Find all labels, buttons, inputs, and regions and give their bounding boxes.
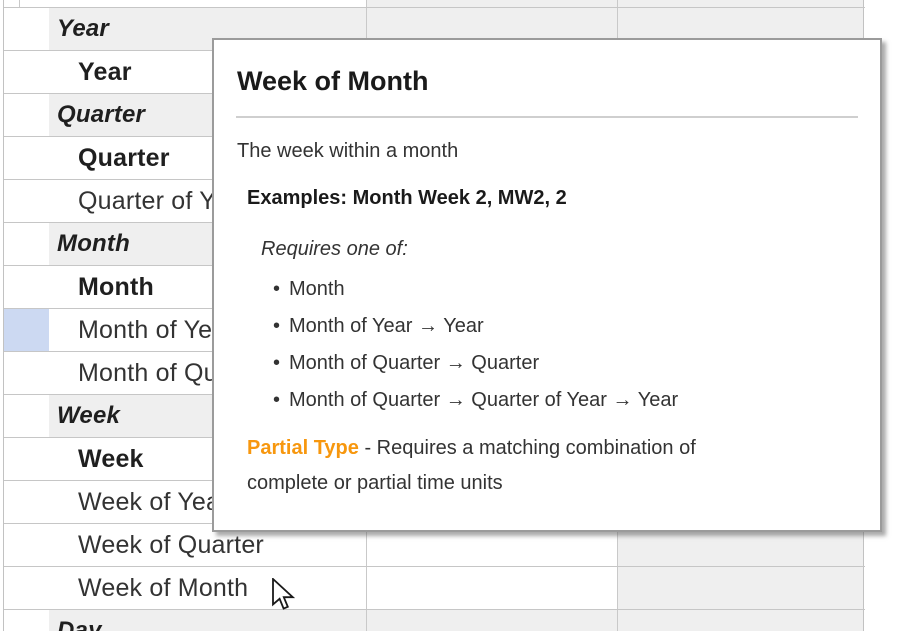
item-label: Month	[78, 272, 154, 301]
row-group-day[interactable]: Day	[4, 610, 865, 631]
tooltip-title: Week of Month	[237, 66, 429, 96]
tooltip-examples: Examples: Month Week 2, MW2, 2	[247, 187, 567, 209]
requirement-item: Month of Quarter → Quarter	[273, 345, 858, 382]
value-cell	[366, 610, 617, 631]
requirement-item: Month of Quarter → Quarter of Year → Yea…	[273, 382, 858, 419]
label-cell: Week	[49, 438, 366, 480]
label-cell	[49, 0, 366, 7]
item-label: Year	[78, 57, 132, 86]
indicator-cell	[4, 524, 49, 566]
label-cell: Week of Year	[49, 481, 366, 523]
value-cell	[366, 567, 617, 609]
indicator-cell	[4, 180, 49, 222]
row-group-year[interactable]: Year	[4, 8, 865, 51]
requirement-item: Month	[273, 271, 858, 308]
label-cell: Year	[49, 51, 366, 93]
tooltip-divider	[236, 116, 858, 118]
item-label: Week	[78, 444, 144, 473]
tooltip-requirements-list: Month Month of Year → Year Month of Quar…	[273, 271, 858, 419]
extra-cell	[617, 567, 864, 609]
label-cell: Week of Month	[49, 567, 366, 609]
indicator-cell	[4, 610, 49, 631]
tooltip-description: The week within a month	[237, 140, 459, 162]
tooltip-partial-type-note: Partial Type - Requires a matching combi…	[247, 431, 772, 501]
row-item-week-of-month[interactable]: Week of Month	[4, 567, 865, 610]
partial-type-label: Partial Type	[247, 437, 359, 459]
label-cell: Week of Quarter	[49, 524, 366, 566]
partial-type-text: - Requires a matching combination of com…	[247, 437, 696, 494]
group-label: Day	[57, 617, 102, 631]
label-cell: Quarter	[49, 137, 366, 179]
indicator-cell	[4, 8, 49, 50]
cell-divider	[19, 0, 20, 7]
item-label: Month of Year	[78, 315, 235, 344]
item-label: Week of Year	[78, 487, 229, 516]
label-cell: Day	[49, 610, 366, 631]
group-label: Year	[57, 15, 109, 42]
group-label: Week	[57, 402, 121, 429]
label-cell: Month of Year	[49, 309, 366, 351]
extra-cell	[617, 610, 864, 631]
item-label: Week of Month	[78, 573, 249, 602]
table-row-partial-top	[4, 0, 865, 8]
indicator-cell	[4, 94, 49, 136]
requirement-item: Month of Year → Year	[273, 308, 858, 345]
item-label: Quarter	[78, 143, 170, 172]
indicator-cell	[4, 395, 49, 437]
indicator-cell	[4, 438, 49, 480]
value-cell	[366, 524, 617, 566]
indicator-cell	[4, 266, 49, 308]
indicator-cell	[4, 481, 49, 523]
indicator-cell	[4, 51, 49, 93]
indicator-cell	[4, 567, 49, 609]
group-label: Quarter	[57, 101, 146, 128]
week-of-month-tooltip: Week of Month The week within a month Ex…	[212, 38, 882, 532]
indicator-cell	[4, 0, 49, 7]
mouse-cursor-icon	[272, 578, 296, 610]
indicator-cell	[4, 137, 49, 179]
group-label: Month	[57, 230, 130, 257]
item-label: Week of Quarter	[78, 530, 264, 559]
label-cell: Month	[49, 266, 366, 308]
indicator-cell	[4, 352, 49, 394]
selection-indicator-cell	[4, 309, 49, 351]
extra-cell	[617, 0, 864, 7]
value-cell	[366, 0, 617, 7]
tooltip-requires-label: Requires one of:	[261, 238, 408, 260]
indicator-cell	[4, 223, 49, 265]
